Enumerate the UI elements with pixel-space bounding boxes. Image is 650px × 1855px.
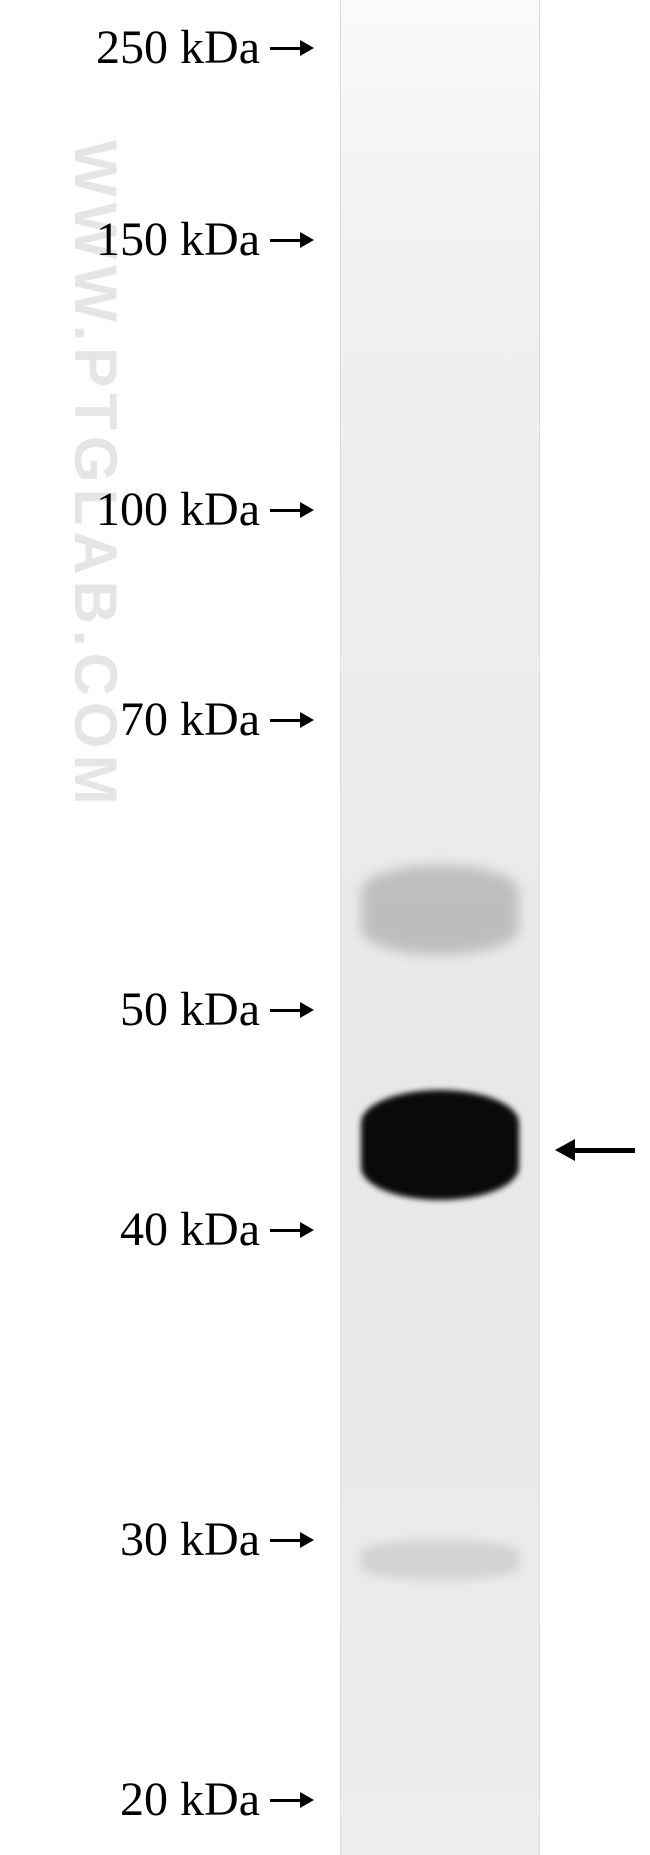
marker-arrow	[270, 1532, 314, 1548]
arrow-line	[270, 1009, 300, 1012]
blot-band	[361, 1540, 519, 1580]
blot-band	[361, 865, 519, 955]
arrow-line	[270, 239, 300, 242]
marker-arrow	[270, 232, 314, 248]
arrow-right-icon	[300, 1792, 314, 1808]
arrow-line	[270, 509, 300, 512]
marker-arrow	[270, 1222, 314, 1238]
marker-label: 40 kDa	[0, 1206, 260, 1254]
arrow-line	[270, 47, 300, 50]
arrow-line	[270, 1229, 300, 1232]
arrow-right-icon	[300, 1222, 314, 1238]
marker-arrow	[270, 502, 314, 518]
target-band-arrow	[555, 1139, 635, 1161]
arrow-line	[575, 1148, 635, 1153]
marker-label: 250 kDa	[0, 24, 260, 72]
marker-label: 100 kDa	[0, 486, 260, 534]
arrow-right-icon	[300, 40, 314, 56]
marker-label: 30 kDa	[0, 1516, 260, 1564]
arrow-right-icon	[300, 1532, 314, 1548]
arrow-right-icon	[300, 712, 314, 728]
arrow-line	[270, 719, 300, 722]
marker-label: 150 kDa	[0, 216, 260, 264]
marker-label: 20 kDa	[0, 1776, 260, 1824]
arrow-right-icon	[300, 232, 314, 248]
arrow-line	[270, 1799, 300, 1802]
marker-arrow	[270, 1002, 314, 1018]
blot-lane	[340, 0, 540, 1855]
arrow-left-icon	[555, 1139, 575, 1161]
marker-label: 70 kDa	[0, 696, 260, 744]
marker-arrow	[270, 40, 314, 56]
arrow-right-icon	[300, 1002, 314, 1018]
blot-figure: WWW.PTGLAB.COM 250 kDa150 kDa100 kDa70 k…	[0, 0, 650, 1855]
marker-arrow	[270, 1792, 314, 1808]
arrow-line	[270, 1539, 300, 1542]
marker-label: 50 kDa	[0, 986, 260, 1034]
blot-band	[361, 1090, 519, 1200]
marker-arrow	[270, 712, 314, 728]
arrow-right-icon	[300, 502, 314, 518]
